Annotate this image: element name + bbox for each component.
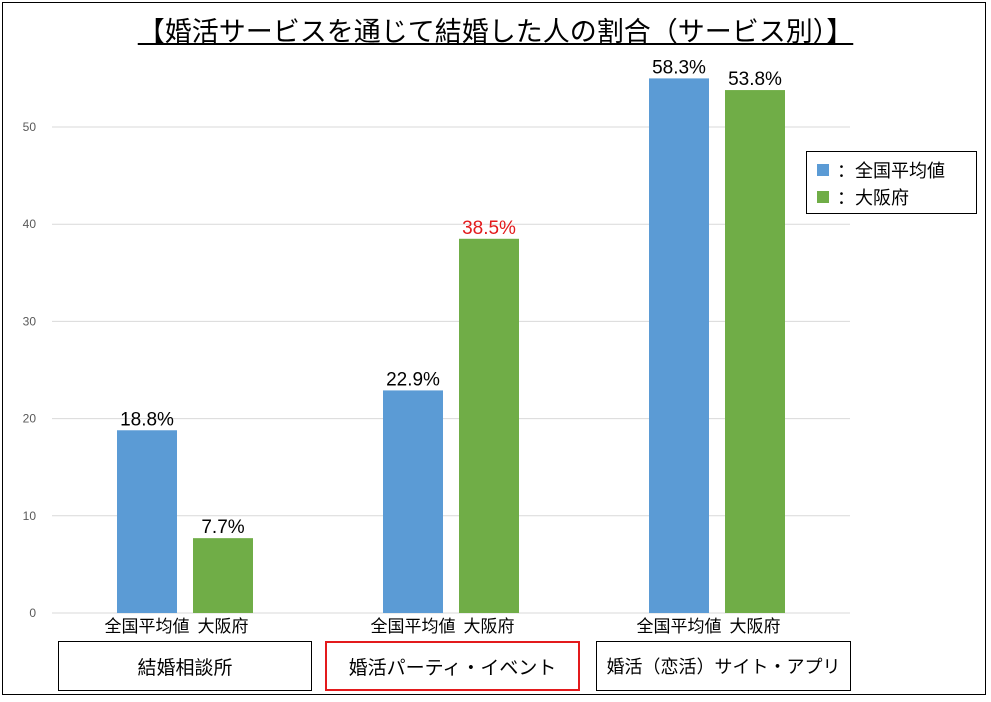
bar-osaka [193,538,253,613]
x-bar-label: 大阪府 [464,617,515,636]
y-tick-label: 40 [23,217,37,231]
legend-item-osaka: ：大阪府 [817,183,966,210]
x-bar-label: 大阪府 [730,617,781,636]
x-bar-label: 全国平均値 [371,617,456,636]
category-box-party-event: 婚活パーティ・イベント [325,641,580,691]
data-label: 58.3% [652,57,706,78]
data-label: 18.8% [120,409,174,430]
legend-label-osaka: ：大阪府 [837,187,909,208]
x-bar-label: 全国平均値 [637,617,722,636]
data-label: 38.5% [462,218,516,239]
y-tick-label: 20 [23,412,37,426]
y-tick-label: 0 [29,606,36,620]
bar-national [117,430,177,613]
legend-swatch-national [817,163,829,176]
data-label: 53.8% [728,69,782,90]
y-tick-label: 10 [23,509,37,523]
bar-national [649,78,709,613]
x-bar-label: 全国平均値 [105,617,190,636]
y-tick-label: 30 [23,314,37,328]
x-bar-label: 大阪府 [198,617,249,636]
category-box-site-app: 婚活（恋活）サイト・アプリ [596,641,851,691]
data-label: 7.7% [201,517,244,538]
legend-label-national: ：全国平均値 [837,160,945,181]
y-tick-label: 50 [23,120,37,134]
legend-item-national: ：全国平均値 [817,156,966,183]
legend: ：全国平均値 ：大阪府 [806,151,977,214]
bar-osaka [725,90,785,613]
data-label: 22.9% [386,369,440,390]
chart-title: 【婚活サービスを通じて結婚した人の割合（サービス別）】 [137,17,854,47]
bar-osaka [459,238,519,613]
legend-swatch-osaka [817,190,829,203]
category-box-marriage-agency: 結婚相談所 [58,641,312,691]
bar-national [383,390,443,613]
